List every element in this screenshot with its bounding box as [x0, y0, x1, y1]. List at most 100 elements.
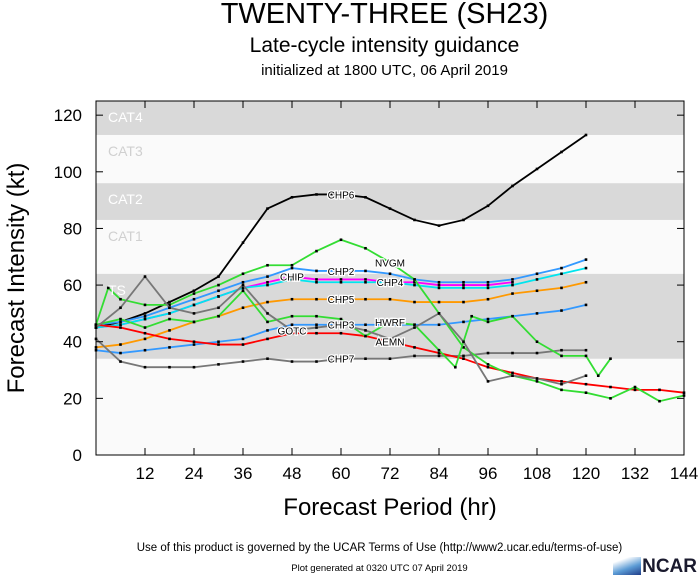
data-point [486, 380, 490, 383]
data-point [486, 317, 490, 321]
series-line-nvgm [95, 238, 685, 403]
data-point [560, 309, 563, 312]
x-axis-label: Forecast Period (hr) [283, 494, 496, 521]
data-point [511, 374, 514, 378]
data-point [584, 382, 588, 386]
data-point [241, 286, 245, 290]
data-point [119, 306, 122, 310]
data-point [315, 278, 318, 281]
chart-subtitle: Late-cycle intensity guidance [249, 34, 520, 57]
data-point [560, 388, 563, 392]
band-label: CAT3 [108, 143, 143, 159]
data-point [535, 272, 539, 276]
data-point [364, 280, 367, 284]
data-point [413, 283, 416, 287]
data-point [364, 357, 367, 361]
data-point [364, 278, 367, 281]
data-point [388, 261, 392, 264]
data-point [462, 340, 465, 344]
data-point [339, 323, 343, 327]
data-point [413, 323, 416, 327]
data-point [217, 275, 220, 278]
data-point [609, 397, 612, 400]
data-point [143, 275, 147, 278]
data-point [315, 269, 318, 273]
band-cat2 [96, 183, 684, 220]
data-point [535, 351, 539, 355]
x-tick-label: 120 [572, 464, 600, 483]
data-point [241, 343, 245, 346]
y-tick-label: 100 [54, 163, 82, 182]
data-point [633, 388, 637, 392]
data-point [658, 388, 661, 392]
data-point [143, 303, 147, 307]
data-point [315, 297, 318, 301]
y-tick-label: 80 [63, 219, 82, 238]
x-tick-label: 132 [621, 464, 649, 483]
data-point [266, 337, 269, 341]
data-point [290, 329, 294, 332]
data-point [388, 320, 392, 324]
data-point [290, 360, 294, 363]
data-point [119, 326, 122, 329]
y-tick-label: 0 [73, 446, 82, 465]
terms-of-use: Use of this product is governed by the U… [136, 542, 623, 554]
y-axis-label: Forecast Intensity (kt) [3, 163, 30, 394]
data-point [217, 283, 220, 287]
data-point [437, 323, 441, 327]
data-point [462, 218, 465, 222]
series-label: CHP4 [377, 278, 404, 289]
data-point [315, 193, 318, 196]
data-point [364, 246, 367, 250]
data-point [339, 193, 343, 196]
data-point [486, 204, 490, 208]
ncar-swoosh-icon [613, 557, 642, 575]
data-point [339, 317, 343, 321]
data-point [119, 317, 122, 321]
data-point [119, 360, 122, 363]
data-point [609, 385, 612, 389]
series-label: CHP6 [328, 190, 355, 201]
data-point [511, 314, 514, 318]
data-point [486, 283, 490, 287]
data-point [584, 374, 588, 378]
data-point [266, 300, 269, 304]
data-point [437, 224, 441, 227]
data-point [437, 348, 441, 352]
data-point [437, 300, 441, 304]
x-tick-label: 144 [670, 464, 698, 483]
data-point [462, 300, 465, 304]
data-point [143, 365, 147, 369]
data-point [462, 280, 465, 284]
data-point [437, 312, 441, 315]
x-tick-label: 96 [479, 464, 498, 483]
data-point [266, 263, 269, 267]
data-point [486, 297, 490, 301]
ncar-logo: NCAR [613, 556, 697, 578]
data-point [364, 297, 367, 301]
data-point [364, 323, 367, 327]
data-point [168, 300, 171, 304]
data-point [560, 382, 563, 386]
data-point [168, 312, 171, 315]
x-tick-label: 108 [523, 464, 551, 483]
data-point [339, 357, 343, 361]
data-point [241, 241, 245, 244]
data-point [339, 297, 343, 301]
data-point [339, 238, 343, 242]
data-point [511, 351, 514, 355]
data-point [535, 312, 539, 315]
data-point [413, 346, 416, 349]
data-point [486, 286, 490, 290]
data-point [535, 340, 539, 344]
data-point [315, 360, 318, 363]
data-point [143, 331, 147, 335]
data-point [462, 286, 465, 290]
data-point [168, 303, 171, 307]
y-tick-label: 120 [54, 106, 82, 125]
data-point [290, 266, 294, 270]
data-point [119, 320, 122, 324]
data-point [266, 275, 269, 278]
band-label: CAT1 [108, 228, 143, 244]
data-point [315, 323, 318, 327]
